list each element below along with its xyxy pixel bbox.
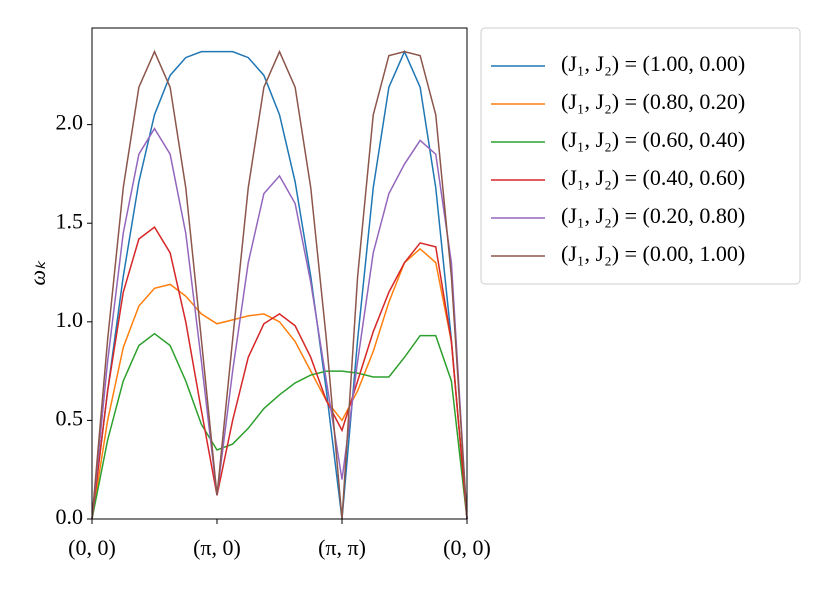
x-tick-label: (0, 0) [443,535,491,560]
legend-label: (J₁, J₂) = (1.00, 0.00) [561,51,745,76]
series-line [91,332,468,520]
plot-frame [91,27,468,520]
series-line [91,247,468,520]
series-line [91,226,468,520]
y-tick-label: 1.5 [56,208,84,233]
y-axis-label: ωₖ [25,260,50,286]
y-tick-label: 0.0 [56,504,84,529]
y-tick-label: 2.0 [56,110,84,135]
x-tick-label: (π, π) [318,535,366,560]
legend-box [480,27,801,285]
legend-label: (J₁, J₂) = (0.60, 0.40) [561,127,745,152]
legend-label: (J₁, J₂) = (0.40, 0.60) [561,165,745,190]
x-tick-label: (0, 0) [68,535,116,560]
x-tick-label: (π, 0) [193,535,241,560]
series-line [91,49,468,520]
legend-label: (J₁, J₂) = (0.20, 0.80) [561,203,745,228]
series-line [91,127,468,520]
y-tick-label: 1.0 [56,307,84,332]
y-tick-label: 0.5 [56,405,84,430]
legend-label: (J₁, J₂) = (0.80, 0.20) [561,89,745,114]
series-line [91,49,468,520]
legend-label: (J₁, J₂) = (0.00, 1.00) [561,241,745,266]
